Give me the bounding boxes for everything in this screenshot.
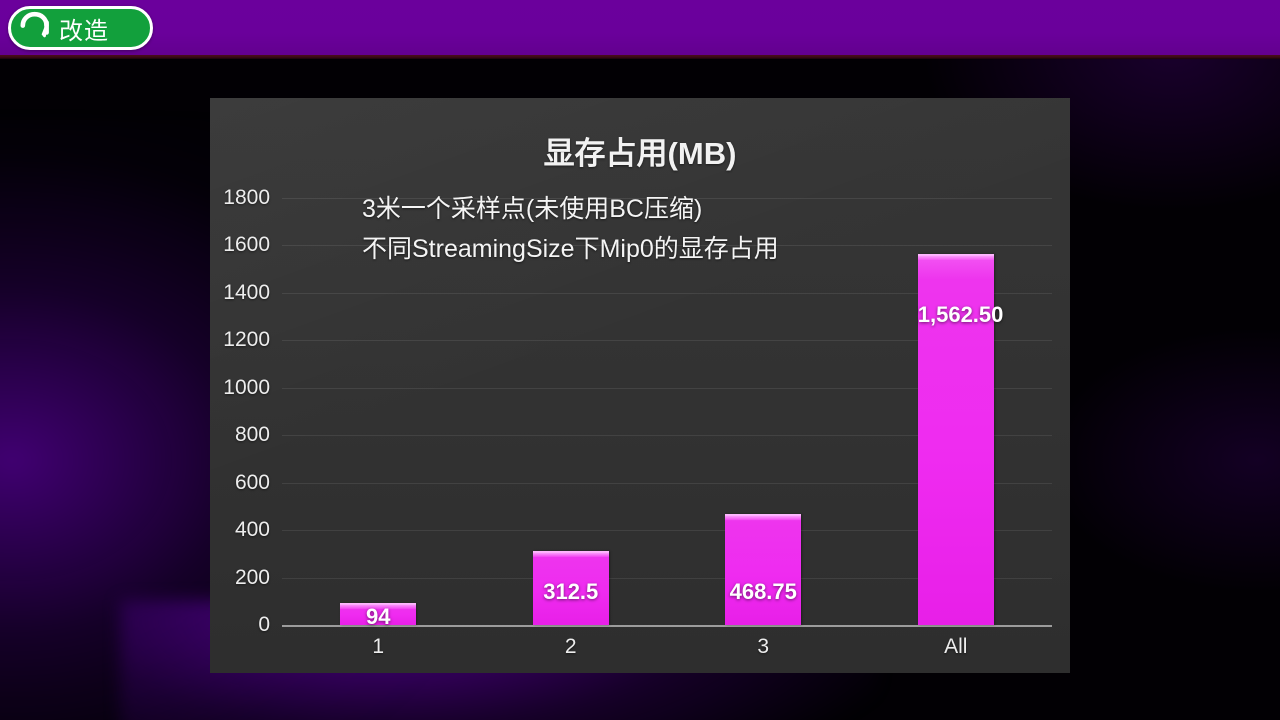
bar: 312.5 <box>532 550 609 625</box>
y-axis-tick-label: 1200 <box>223 328 270 352</box>
bar-value-label: 1,562.50 <box>917 302 1004 328</box>
bar: 1,562.50 <box>917 254 1004 625</box>
gridline <box>282 293 1052 294</box>
brand-logo-badge[interactable]: 改造 <box>8 6 153 50</box>
chart-annotation: 3米一个采样点(未使用BC压缩) 不同StreamingSize下Mip0的显存… <box>362 189 982 269</box>
y-axis-tick-label: 1000 <box>223 375 270 399</box>
y-axis-tick-label: 1800 <box>223 186 270 209</box>
gridline <box>282 530 1052 531</box>
bar-top-highlight <box>725 513 802 520</box>
title-bar-underline <box>0 55 1280 59</box>
chart-title: 显存占用(MB) <box>543 136 737 171</box>
chart-annotation-line-2: 不同StreamingSize下Mip0的显存占用 <box>362 235 779 263</box>
gridline <box>282 245 1052 246</box>
x-axis-tick-label: 1 <box>372 635 385 658</box>
x-axis-tick-label: All <box>944 635 968 658</box>
gridline <box>282 340 1052 341</box>
chart-panel: 显存占用(MB) 3米一个采样点(未使用BC压缩) 不同StreamingSiz… <box>210 98 1070 673</box>
rotate-hook-icon <box>20 11 49 38</box>
y-axis-tick-label: 200 <box>234 565 270 589</box>
bar-value-label: 312.5 <box>543 579 599 604</box>
x-axis-tick-label: 3 <box>757 635 770 658</box>
bar-value-label: 468.75 <box>729 579 797 604</box>
y-axis-tick-label: 0 <box>258 613 270 636</box>
bar: 94 <box>340 602 417 629</box>
chart-annotation-line-1: 3米一个采样点(未使用BC压缩) <box>362 195 703 223</box>
gridline <box>282 483 1052 484</box>
y-axis-tick-label: 800 <box>234 423 270 447</box>
bar-value-label: 94 <box>366 603 391 629</box>
background-glow-right <box>1050 330 1280 590</box>
bar-top-highlight <box>532 550 609 557</box>
y-axis-tick-label: 1600 <box>223 233 270 257</box>
brand-logo-label: 改造 <box>59 17 109 45</box>
gridline <box>282 578 1052 579</box>
bar: 468.75 <box>725 513 802 625</box>
gridline <box>282 388 1052 389</box>
gridline <box>282 198 1052 199</box>
title-bar <box>0 0 1280 55</box>
y-axis-tick-label: 600 <box>234 470 270 494</box>
y-axis-tick-label: 400 <box>234 518 270 542</box>
bar-top-highlight <box>917 254 994 261</box>
x-axis-tick-label: 2 <box>564 635 577 658</box>
y-axis-tick-label: 1400 <box>223 280 270 304</box>
gridline <box>282 435 1052 436</box>
